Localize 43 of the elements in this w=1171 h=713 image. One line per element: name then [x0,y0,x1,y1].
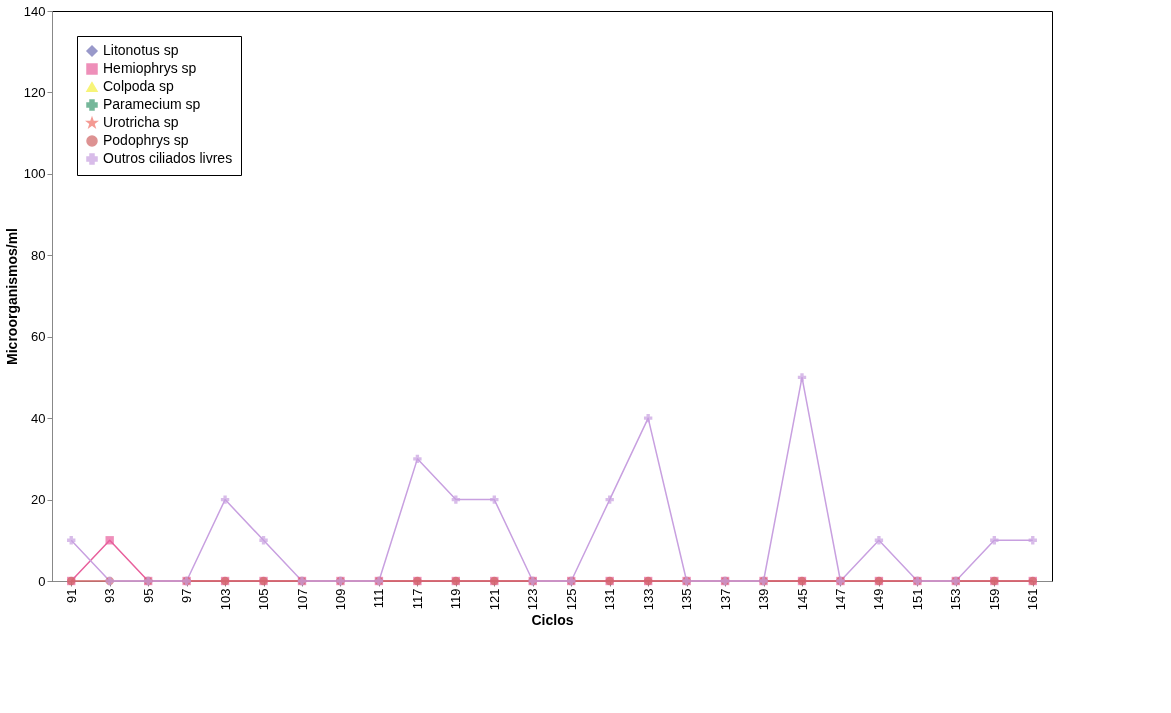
x-tick-label: 135 [679,588,695,611]
legend-label: Colpoda sp [103,78,175,94]
y-tick-label: 20 [31,492,46,508]
x-tick-label: 93 [102,588,118,603]
x-tick-label: 95 [140,588,156,603]
x-tick-label: 111 [371,588,387,609]
x-tick-label: 137 [717,588,733,611]
x-tick-label: 117 [409,588,425,610]
x-tick-label: 119 [448,588,464,610]
legend-label: Litonotus sp [103,42,179,58]
x-tick-label: 139 [756,588,772,611]
x-tick-label: 151 [909,588,925,611]
x-tick-label: 159 [986,588,1002,611]
y-tick-label: 80 [31,247,46,263]
x-tick-label: 97 [179,588,195,603]
y-tick-label: 100 [23,166,46,182]
y-tick-label: 120 [23,84,46,100]
legend-label: Outros ciliados livres [103,150,233,166]
legend-label: Urotricha sp [103,114,179,130]
x-tick-label: 123 [525,588,541,611]
legend-label: Hemiophrys sp [103,60,197,76]
x-tick-label: 105 [256,588,272,611]
x-tick-label: 109 [332,588,348,611]
x-tick-label: 161 [1025,588,1041,611]
x-tick-label: 107 [294,588,310,611]
x-tick-label: 147 [832,588,848,611]
y-tick-label: 40 [31,410,46,426]
x-tick-label: 125 [563,588,579,611]
y-tick-label: 140 [23,3,46,19]
x-tick-label: 91 [63,588,79,603]
x-tick-label: 133 [640,588,656,611]
y-tick-label: 60 [31,329,46,345]
x-tick-label: 131 [602,588,618,611]
x-tick-label: 103 [217,588,233,611]
legend-label: Paramecium sp [103,96,201,112]
x-tick-label: 149 [871,588,887,611]
x-tick-label: 145 [794,588,810,611]
x-tick-label: 121 [486,588,502,611]
x-axis-title: Ciclos [531,612,574,629]
y-axis-title: Microorganismos/ml [3,228,20,365]
y-tick-label: 0 [38,573,46,589]
legend-label: Podophrys sp [103,132,189,148]
x-tick-label: 153 [948,588,964,611]
